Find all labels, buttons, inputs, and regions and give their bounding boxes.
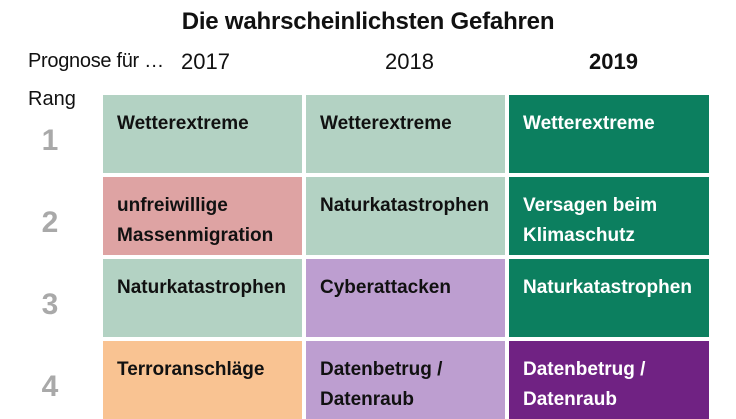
risk-grid: Wetterextreme Wetterextreme Wetterextrem… — [103, 95, 709, 419]
rank-4: 4 — [41, 370, 59, 403]
year-2018: 2018 — [385, 49, 434, 74]
cell-2017-rank-1: Wetterextreme — [103, 95, 302, 173]
cell-2018-rank-3: Cyberattacken — [306, 259, 505, 337]
cell-2018-rank-4: Datenbetrug / Datenraub — [306, 341, 505, 419]
cell-2018-rank-2: Naturkatastrophen — [306, 177, 505, 255]
cell-2019-rank-1: Wetterextreme — [509, 95, 709, 173]
chart-title: Die wahrscheinlichsten Gefahren — [181, 8, 555, 35]
cell-2017-rank-3: Naturkatastrophen — [103, 259, 302, 337]
year-2017: 2017 — [181, 49, 230, 74]
cell-2017-rank-2: unfreiwillige Massenmigration — [103, 177, 302, 255]
rank-3: 3 — [41, 288, 59, 321]
year-2019: 2019 — [589, 49, 638, 74]
rank-label: Rang — [28, 88, 76, 110]
forecast-label: Prognose für … — [28, 50, 164, 72]
rank-1: 1 — [41, 124, 59, 157]
cell-2017-rank-4: Terroranschläge — [103, 341, 302, 419]
cell-2019-rank-2: Versagen beim Klimaschutz — [509, 177, 709, 255]
cell-2019-rank-4: Datenbetrug / Datenraub — [509, 341, 709, 419]
cell-2019-rank-3: Naturkatastrophen — [509, 259, 709, 337]
cell-2018-rank-1: Wetterextreme — [306, 95, 505, 173]
rank-2: 2 — [41, 206, 59, 239]
